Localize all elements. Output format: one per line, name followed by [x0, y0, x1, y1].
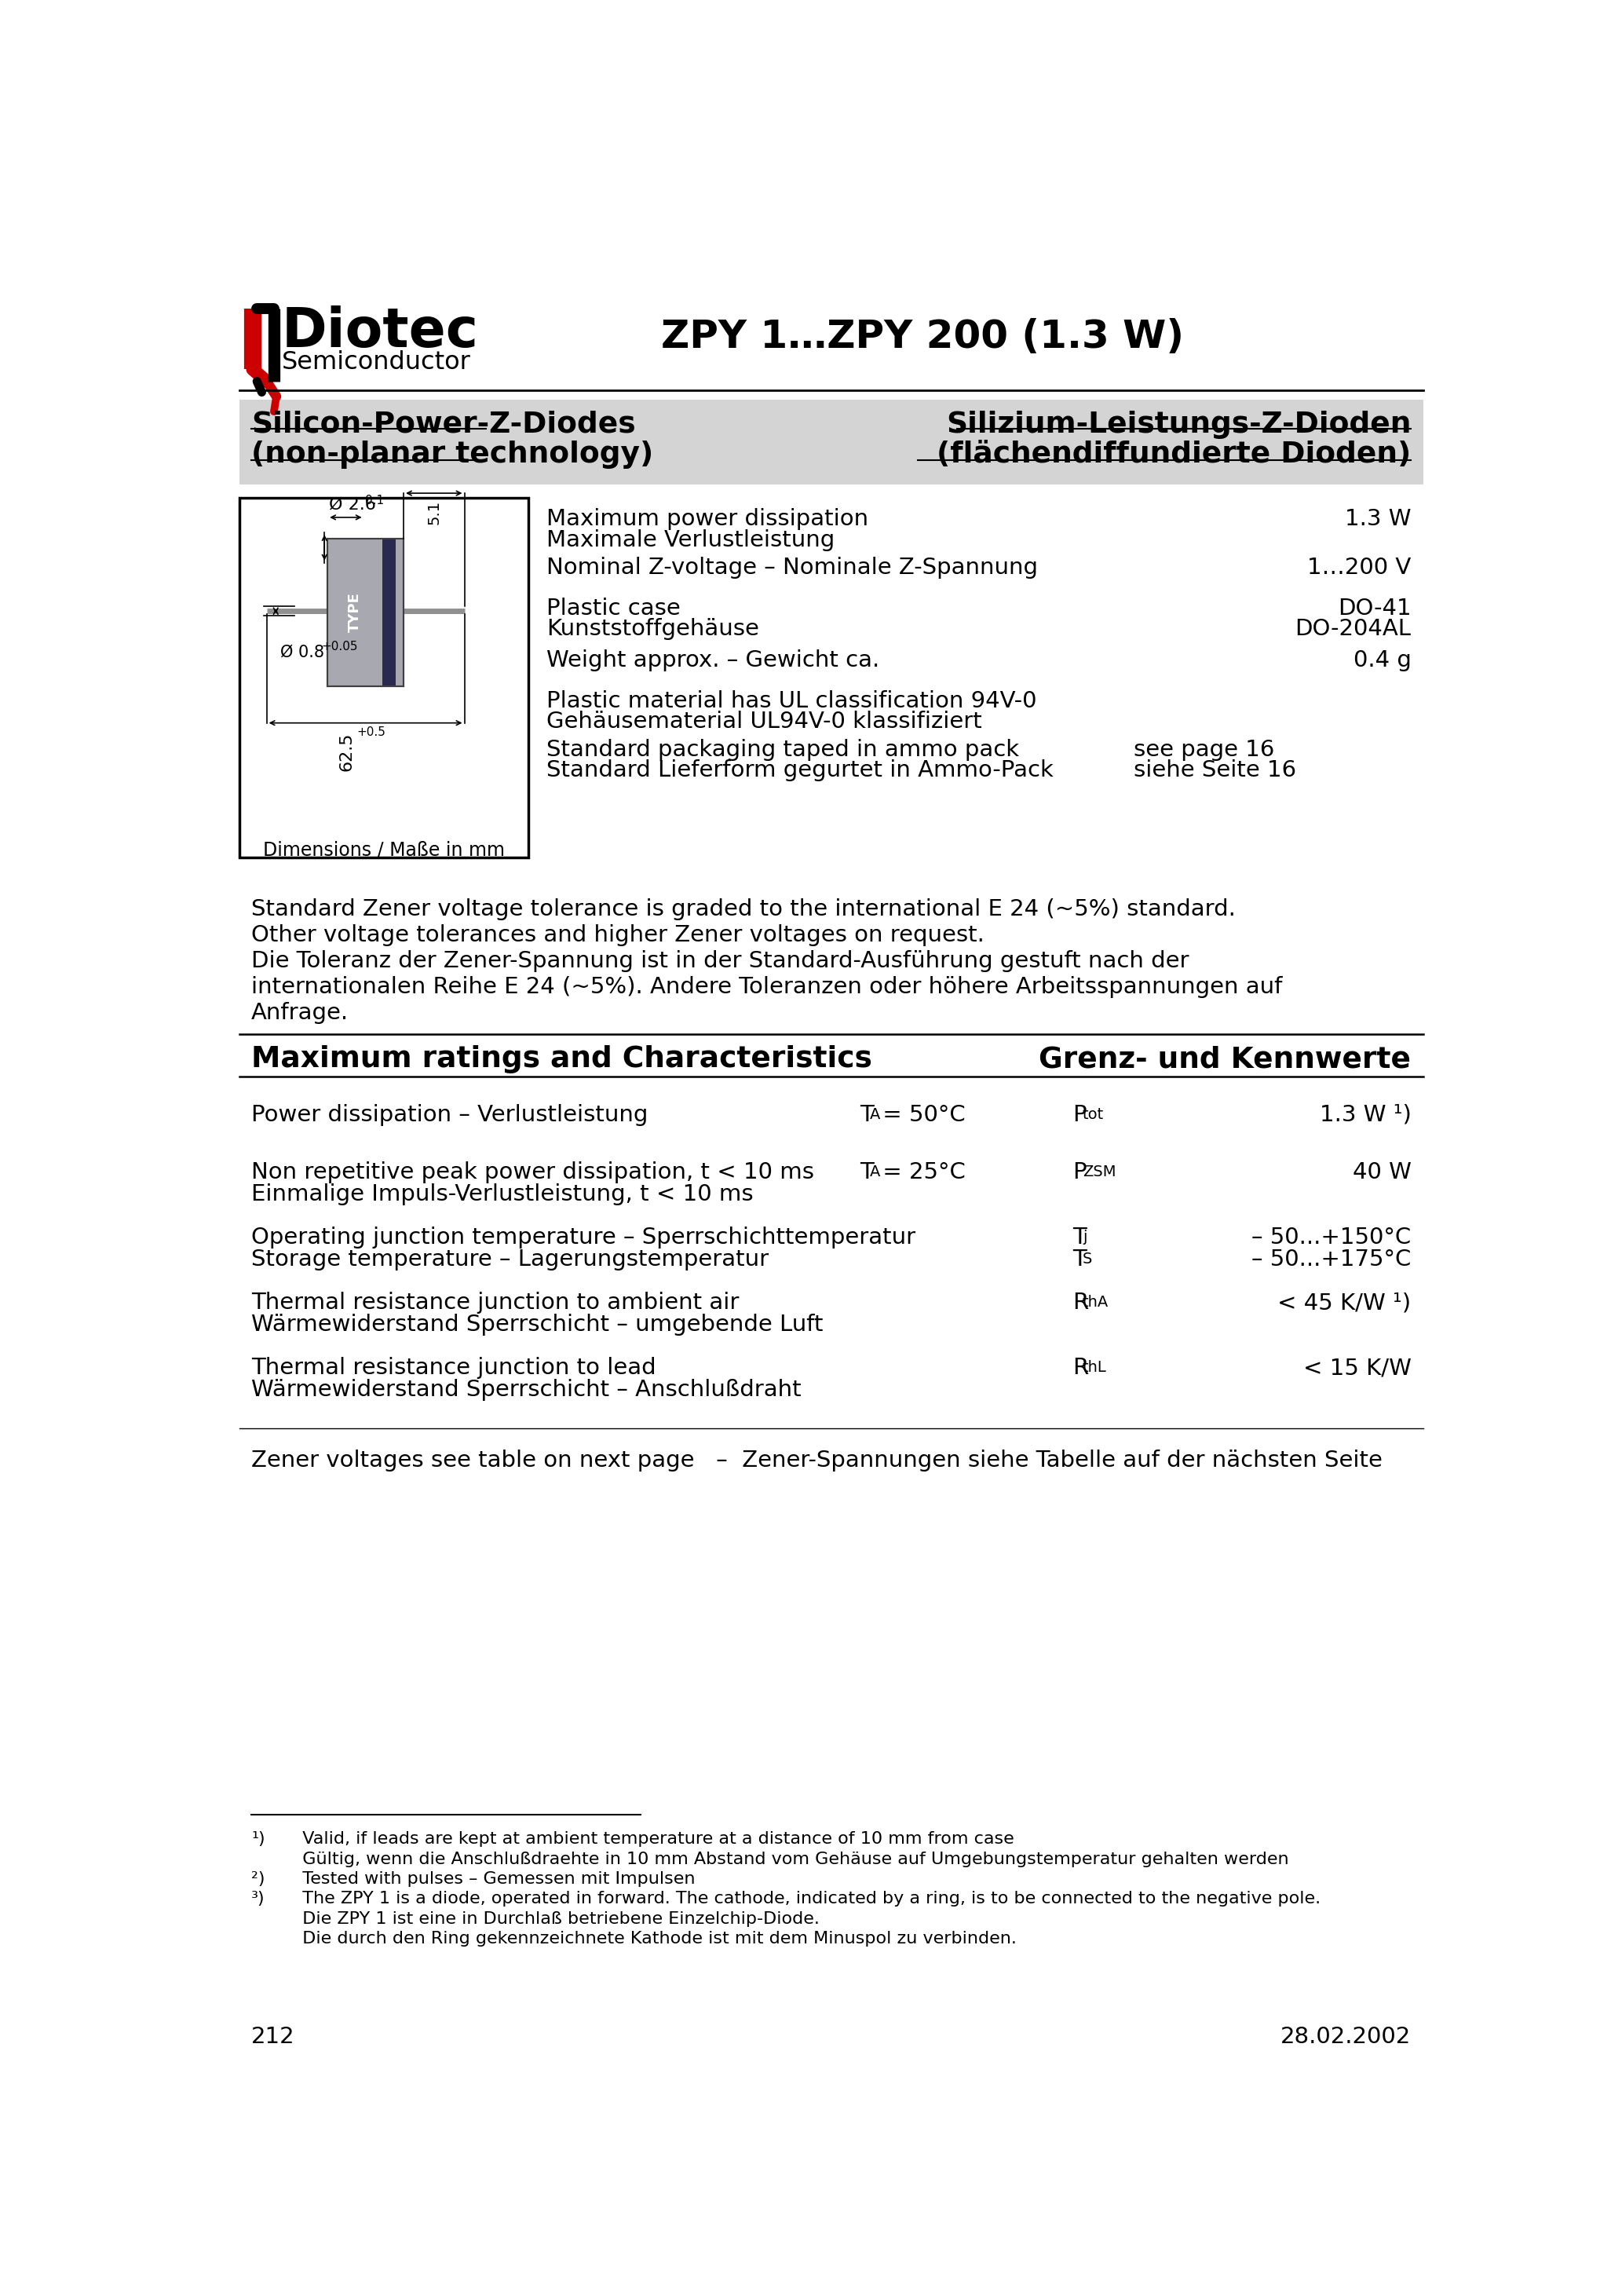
Text: S: S	[1082, 1251, 1092, 1267]
Text: P: P	[1072, 1162, 1087, 1182]
Text: Die ZPY 1 ist eine in Durchlaß betriebene Einzelchip-Diode.: Die ZPY 1 ist eine in Durchlaß betrieben…	[290, 1910, 819, 1926]
Text: ¹): ¹)	[251, 1832, 266, 1846]
Bar	[240, 498, 529, 859]
Text: Valid, if leads are kept at ambient temperature at a distance of 10 mm from case: Valid, if leads are kept at ambient temp…	[290, 1832, 1014, 1846]
Text: ZPY 1…ZPY 200 (1.3 W): ZPY 1…ZPY 200 (1.3 W)	[662, 317, 1184, 356]
Text: R: R	[1072, 1293, 1088, 1313]
Text: Operating junction temperature – Sperrschichttemperatur: Operating junction temperature – Sperrsc…	[251, 1226, 916, 1249]
Text: DO-41: DO-41	[1338, 597, 1411, 620]
Bar	[328, 540, 404, 687]
Text: A: A	[869, 1164, 881, 1180]
Text: 0.4 g: 0.4 g	[1353, 650, 1411, 670]
Text: TYPE: TYPE	[347, 592, 362, 631]
Text: Plastic case: Plastic case	[547, 597, 681, 620]
Text: Power dissipation – Verlustleistung: Power dissipation – Verlustleistung	[251, 1104, 649, 1125]
Text: Maximum ratings and Characteristics: Maximum ratings and Characteristics	[251, 1045, 873, 1075]
Text: Standard Lieferform gegurtet in Ammo-Pack: Standard Lieferform gegurtet in Ammo-Pac…	[547, 760, 1054, 781]
Text: Storage temperature – Lagerungstemperatur: Storage temperature – Lagerungstemperatu…	[251, 1249, 769, 1270]
Text: j: j	[1082, 1231, 1087, 1244]
Text: Zener voltages see table on next page   –  Zener-Spannungen siehe Tabelle auf de: Zener voltages see table on next page – …	[251, 1449, 1382, 1472]
Text: see page 16: see page 16	[1134, 739, 1275, 760]
Text: +0.5: +0.5	[357, 726, 386, 737]
Text: Non repetitive peak power dissipation, t < 10 ms: Non repetitive peak power dissipation, t…	[251, 1162, 814, 1182]
Text: Thermal resistance junction to ambient air: Thermal resistance junction to ambient a…	[251, 1293, 740, 1313]
Bar	[240, 400, 1422, 484]
Text: Maximale Verlustleistung: Maximale Verlustleistung	[547, 528, 835, 551]
Text: Einmalige Impuls-Verlustleistung, t < 10 ms: Einmalige Impuls-Verlustleistung, t < 10…	[251, 1182, 754, 1205]
Text: Standard packaging taped in ammo pack: Standard packaging taped in ammo pack	[547, 739, 1019, 760]
Text: T: T	[1072, 1226, 1087, 1249]
Text: 40 W: 40 W	[1353, 1162, 1411, 1182]
Text: T: T	[860, 1104, 874, 1125]
Text: Wärmewiderstand Sperrschicht – umgebende Luft: Wärmewiderstand Sperrschicht – umgebende…	[251, 1313, 824, 1336]
Text: < 45 K/W ¹): < 45 K/W ¹)	[1278, 1293, 1411, 1313]
Text: P: P	[1072, 1104, 1087, 1125]
Text: Tested with pulses – Gemessen mit Impulsen: Tested with pulses – Gemessen mit Impuls…	[290, 1871, 694, 1887]
Text: A: A	[869, 1107, 881, 1123]
Text: – 50...+175°C: – 50...+175°C	[1252, 1249, 1411, 1270]
Bar	[383, 540, 396, 687]
Text: Weight approx. – Gewicht ca.: Weight approx. – Gewicht ca.	[547, 650, 879, 670]
Text: 0.1: 0.1	[365, 494, 384, 507]
Text: 28.02.2002: 28.02.2002	[1281, 2025, 1411, 2048]
Text: Gehäusematerial UL94V-0 klassifiziert: Gehäusematerial UL94V-0 klassifiziert	[547, 712, 981, 732]
Text: Diotec: Diotec	[282, 305, 478, 358]
Text: Standard Zener voltage tolerance is graded to the international E 24 (~5%) stand: Standard Zener voltage tolerance is grad…	[251, 898, 1236, 921]
Text: The ZPY 1 is a diode, operated in forward. The cathode, indicated by a ring, is : The ZPY 1 is a diode, operated in forwar…	[290, 1892, 1320, 1906]
Text: +0.05: +0.05	[321, 641, 358, 652]
Text: Silicon-Power-Z-Diodes: Silicon-Power-Z-Diodes	[251, 411, 636, 439]
Text: Thermal resistance junction to lead: Thermal resistance junction to lead	[251, 1357, 657, 1380]
Text: ZSM: ZSM	[1082, 1164, 1116, 1180]
Text: T: T	[860, 1162, 874, 1182]
Text: Die durch den Ring gekennzeichnete Kathode ist mit dem Minuspol zu verbinden.: Die durch den Ring gekennzeichnete Katho…	[290, 1931, 1017, 1947]
Text: Gültig, wenn die Anschlußdraehte in 10 mm Abstand vom Gehäuse auf Umgebungstempe: Gültig, wenn die Anschlußdraehte in 10 m…	[290, 1851, 1288, 1867]
Text: Anfrage.: Anfrage.	[251, 1003, 349, 1024]
Text: Maximum power dissipation: Maximum power dissipation	[547, 507, 868, 530]
Text: (non-planar technology): (non-planar technology)	[251, 441, 654, 468]
Text: R: R	[1072, 1357, 1088, 1380]
Text: Nominal Z-voltage – Nominale Z-Spannung: Nominal Z-voltage – Nominale Z-Spannung	[547, 556, 1038, 579]
Text: Wärmewiderstand Sperrschicht – Anschlußdraht: Wärmewiderstand Sperrschicht – Anschlußd…	[251, 1380, 801, 1401]
Text: Other voltage tolerances and higher Zener voltages on request.: Other voltage tolerances and higher Zene…	[251, 925, 985, 946]
Text: ²): ²)	[251, 1871, 264, 1887]
Text: 1…200 V: 1…200 V	[1307, 556, 1411, 579]
Text: T: T	[1072, 1249, 1087, 1270]
Text: siehe Seite 16: siehe Seite 16	[1134, 760, 1296, 781]
Text: DO-204AL: DO-204AL	[1294, 618, 1411, 641]
Text: ³): ³)	[251, 1892, 266, 1906]
Text: < 15 K/W: < 15 K/W	[1302, 1357, 1411, 1380]
Text: 212: 212	[251, 2025, 295, 2048]
Text: Dimensions / Maße in mm: Dimensions / Maße in mm	[263, 840, 504, 859]
Text: = 50°C: = 50°C	[876, 1104, 965, 1125]
Text: Kunststoffgehäuse: Kunststoffgehäuse	[547, 618, 759, 641]
Text: Silizium-Leistungs-Z-Dioden: Silizium-Leistungs-Z-Dioden	[946, 411, 1411, 439]
Text: tot: tot	[1082, 1107, 1105, 1123]
Text: (flächendiffundierte Dioden): (flächendiffundierte Dioden)	[938, 441, 1411, 468]
Text: Ø 0.8: Ø 0.8	[281, 645, 324, 659]
Text: 1.3 W ¹): 1.3 W ¹)	[1319, 1104, 1411, 1125]
Text: internationalen Reihe E 24 (~5%). Andere Toleranzen oder höhere Arbeitsspannunge: internationalen Reihe E 24 (~5%). Andere…	[251, 976, 1283, 999]
Text: 62.5: 62.5	[339, 732, 355, 771]
Text: = 25°C: = 25°C	[876, 1162, 965, 1182]
Text: 1.3 W: 1.3 W	[1345, 507, 1411, 530]
Text: Grenz- und Kennwerte: Grenz- und Kennwerte	[1040, 1045, 1411, 1075]
Text: Semiconductor: Semiconductor	[282, 349, 470, 374]
Text: Ø 2.6: Ø 2.6	[329, 496, 376, 512]
Text: Plastic material has UL classification 94V-0: Plastic material has UL classification 9…	[547, 691, 1036, 712]
Text: thA: thA	[1082, 1295, 1109, 1309]
Text: 5.1: 5.1	[427, 501, 441, 526]
Text: – 50...+150°C: – 50...+150°C	[1252, 1226, 1411, 1249]
Text: thL: thL	[1082, 1359, 1106, 1375]
Text: Die Toleranz der Zener-Spannung ist in der Standard-Ausführung gestuft nach der: Die Toleranz der Zener-Spannung ist in d…	[251, 951, 1189, 971]
